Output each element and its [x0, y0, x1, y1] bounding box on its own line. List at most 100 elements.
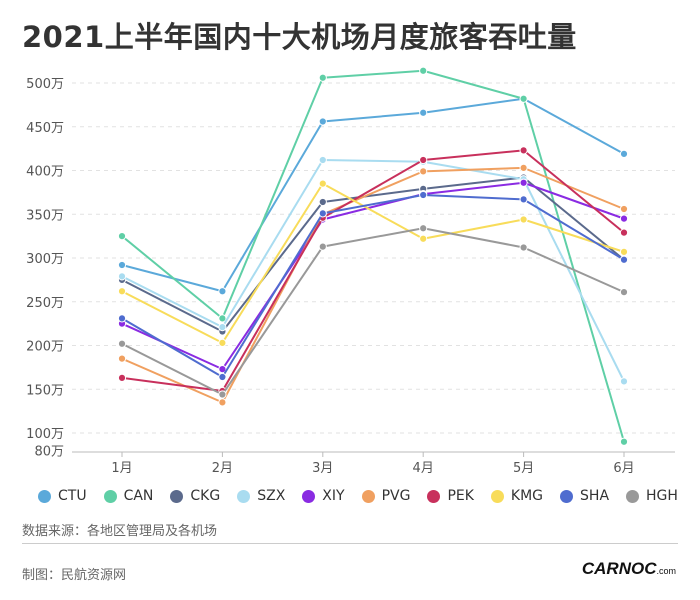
- series-lines: [117, 66, 629, 446]
- data-point[interactable]: [419, 224, 428, 233]
- data-point[interactable]: [117, 232, 127, 241]
- y-tick-label: 250万: [26, 296, 64, 311]
- legend-item-xiy[interactable]: XIY: [302, 488, 345, 504]
- series-line: [121, 69, 625, 443]
- chart-credit: 制图：民航资源网: [22, 568, 127, 583]
- x-tick-label: 2月: [212, 461, 233, 476]
- data-point[interactable]: [619, 228, 629, 237]
- data-point[interactable]: [218, 398, 227, 407]
- data-point[interactable]: [117, 287, 127, 296]
- series-can: [117, 66, 629, 446]
- data-source-note: 数据来源：各地区管理局及各机场: [22, 524, 218, 539]
- data-point[interactable]: [117, 272, 127, 281]
- chart-legend: CTU CAN CKG SZX XIY PVG PEK KMG SHA HGH: [38, 488, 695, 504]
- data-point[interactable]: [218, 314, 227, 323]
- legend-item-hgh[interactable]: HGH: [626, 488, 678, 504]
- data-point[interactable]: [117, 314, 127, 323]
- x-tick-label: 6月: [613, 461, 634, 476]
- legend-label: PEK: [447, 488, 474, 504]
- data-point[interactable]: [619, 204, 629, 214]
- legend-item-can[interactable]: CAN: [103, 488, 153, 504]
- data-point[interactable]: [619, 149, 629, 158]
- y-tick-label: 400万: [26, 165, 64, 180]
- legend-label: CKG: [190, 488, 221, 504]
- grid-lines: [72, 82, 675, 453]
- y-tick-label: 80万: [34, 445, 64, 460]
- series-line: [121, 181, 625, 371]
- legend-item-sha[interactable]: SHA: [560, 488, 609, 504]
- legend-item-ctu[interactable]: CTU: [38, 488, 87, 504]
- legend-label: CTU: [58, 488, 87, 504]
- data-point[interactable]: [218, 323, 227, 332]
- legend-label: SHA: [580, 488, 610, 504]
- data-point[interactable]: [419, 167, 428, 176]
- data-point[interactable]: [519, 163, 528, 172]
- legend-swatch: [560, 489, 574, 503]
- data-point[interactable]: [117, 260, 127, 270]
- data-point[interactable]: [218, 338, 227, 347]
- legend-swatch: [361, 489, 375, 503]
- data-point[interactable]: [519, 146, 528, 155]
- data-point[interactable]: [318, 197, 327, 207]
- data-point[interactable]: [218, 372, 227, 382]
- legend-swatch: [490, 489, 504, 503]
- y-tick-label: 200万: [26, 340, 64, 355]
- legend-item-pek[interactable]: PEK: [427, 488, 474, 504]
- x-tick-label: 4月: [413, 461, 434, 476]
- data-point[interactable]: [519, 178, 528, 187]
- data-point[interactable]: [419, 190, 428, 200]
- legend-item-ckg[interactable]: CKG: [170, 488, 220, 504]
- data-point[interactable]: [519, 215, 528, 224]
- data-point[interactable]: [318, 73, 327, 82]
- data-point[interactable]: [619, 214, 629, 223]
- y-tick-label: 350万: [26, 208, 64, 223]
- series-line: [121, 159, 625, 382]
- data-point[interactable]: [619, 437, 629, 446]
- legend-swatch: [237, 489, 251, 503]
- data-point[interactable]: [218, 365, 227, 374]
- y-tick-label: 500万: [26, 77, 64, 92]
- data-point[interactable]: [218, 390, 227, 399]
- data-point[interactable]: [318, 242, 327, 251]
- data-point[interactable]: [318, 117, 327, 126]
- legend-swatch: [38, 489, 51, 503]
- data-point[interactable]: [318, 155, 327, 165]
- data-point[interactable]: [619, 247, 629, 256]
- legend-swatch: [170, 489, 184, 503]
- series-line: [121, 176, 625, 333]
- data-point[interactable]: [318, 209, 327, 218]
- series-kmg: [117, 179, 629, 347]
- series-line: [121, 166, 625, 404]
- legend-label: HGH: [646, 488, 678, 504]
- data-point[interactable]: [117, 354, 127, 363]
- series-line: [121, 194, 625, 378]
- data-point[interactable]: [218, 287, 227, 296]
- data-point[interactable]: [619, 255, 629, 264]
- data-point[interactable]: [318, 179, 327, 188]
- data-point[interactable]: [619, 377, 629, 386]
- data-point[interactable]: [117, 373, 127, 382]
- legend-item-kmg[interactable]: KMG: [490, 488, 543, 504]
- data-point[interactable]: [419, 66, 428, 75]
- data-point[interactable]: [117, 339, 127, 348]
- brand-suffix: .com: [656, 566, 676, 576]
- x-tick-label: 3月: [312, 461, 333, 476]
- data-point[interactable]: [419, 108, 428, 117]
- series-line: [121, 149, 625, 392]
- data-point[interactable]: [419, 234, 428, 243]
- data-point[interactable]: [519, 94, 528, 103]
- data-point[interactable]: [519, 243, 528, 252]
- data-point[interactable]: [519, 195, 528, 204]
- data-point[interactable]: [419, 155, 428, 165]
- series-ckg: [117, 173, 629, 336]
- series-line: [121, 97, 625, 293]
- chart-title: 2021上半年国内十大机场月度旅客吞吐量: [22, 20, 577, 54]
- data-point[interactable]: [619, 288, 629, 297]
- x-tick-label: 1月: [111, 461, 132, 476]
- x-axis-ticks: 1月 2月 3月 4月 5月 6月: [111, 452, 635, 476]
- legend-item-pvg[interactable]: PVG: [361, 488, 410, 504]
- line-chart: 80万100万150万200万250万300万350万400万450万500万 …: [26, 66, 675, 476]
- legend-swatch: [626, 489, 640, 503]
- legend-item-szx[interactable]: SZX: [237, 488, 285, 504]
- legend-label: SZX: [257, 488, 286, 504]
